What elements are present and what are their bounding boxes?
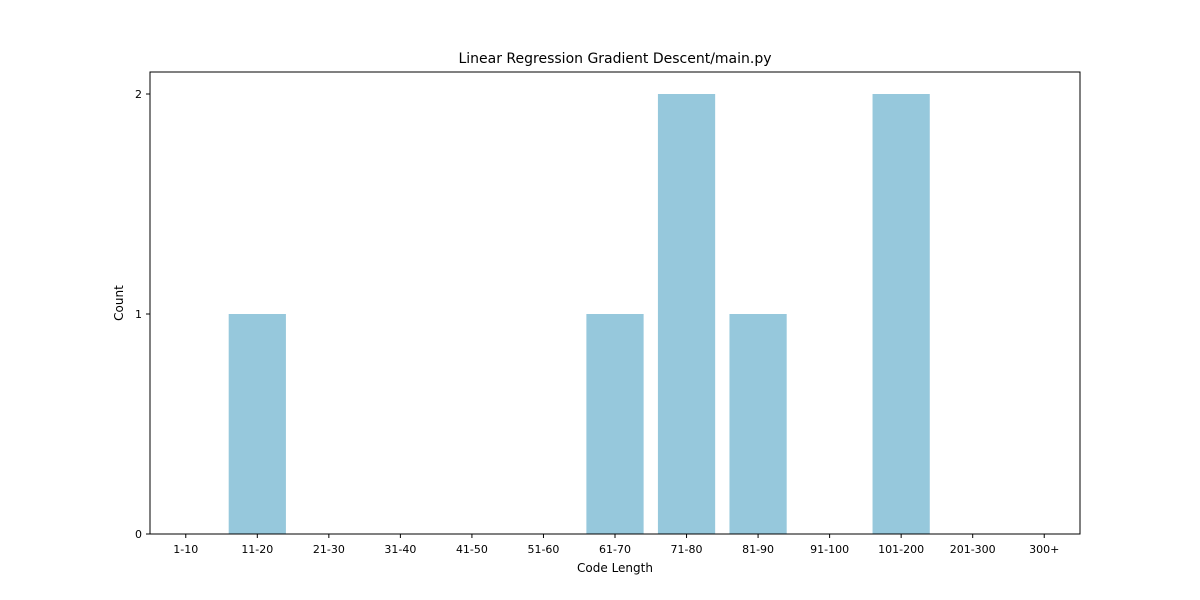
x-tick-label: 51-60	[527, 543, 559, 556]
x-tick-label: 71-80	[671, 543, 703, 556]
y-tick-label: 1	[135, 308, 142, 321]
bars-group	[228, 94, 930, 534]
bar-81-90	[729, 314, 787, 534]
y-tick-label: 2	[135, 88, 142, 101]
y-axis-label: Count	[112, 285, 126, 321]
x-tick-label: 11-20	[241, 543, 273, 556]
x-tick-label: 91-100	[810, 543, 849, 556]
bar-11-20	[228, 314, 286, 534]
x-tick-label: 1-10	[173, 543, 198, 556]
chart-title: Linear Regression Gradient Descent/main.…	[458, 51, 771, 67]
bar-71-80	[657, 94, 716, 534]
x-tick-label: 31-40	[384, 543, 416, 556]
x-tick-label: 81-90	[742, 543, 774, 556]
plot-frame	[149, 71, 1081, 535]
x-axis-ticks: 1-10 11-20 21-30 31-40 41-50 51-60 61-70 71-80 8…	[173, 534, 1059, 556]
y-axis-ticks: 0 1 2	[135, 88, 150, 541]
x-tick-label: 21-30	[313, 543, 345, 556]
x-tick-label: 201-300	[950, 543, 996, 556]
x-tick-label: 41-50	[456, 543, 488, 556]
x-tick-label: 101-200	[878, 543, 924, 556]
x-tick-label: 61-70	[599, 543, 631, 556]
x-tick-label: 300+	[1029, 543, 1059, 556]
bar-61-70	[586, 314, 644, 534]
y-tick-label: 0	[135, 528, 142, 541]
bar-101-200	[872, 94, 930, 534]
x-axis-label: Code Length	[577, 561, 653, 575]
